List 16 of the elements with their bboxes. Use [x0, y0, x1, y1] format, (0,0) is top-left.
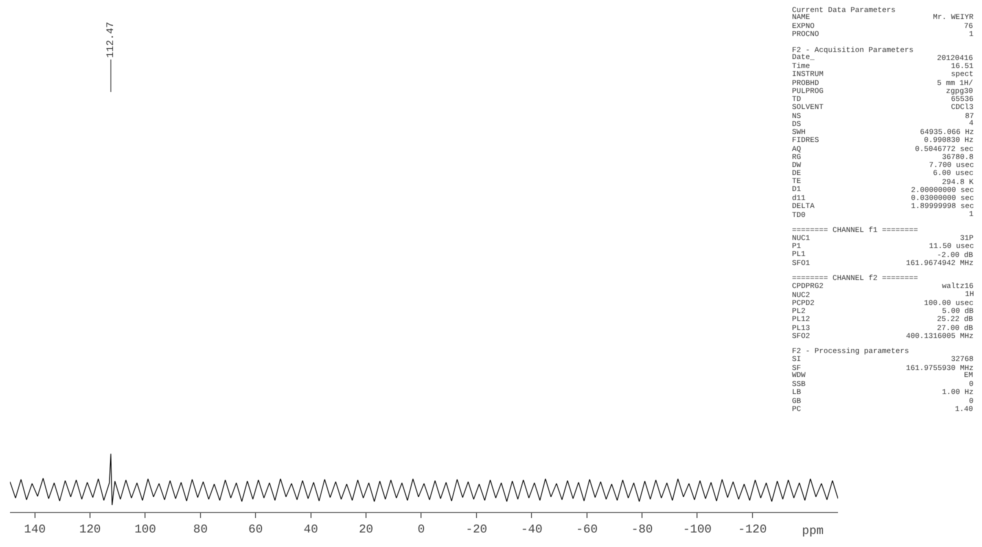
x-axis-title: ppm — [802, 524, 824, 538]
x-tick-label: -60 — [576, 522, 598, 536]
x-tick-label: 20 — [358, 522, 374, 536]
x-tick-label: 140 — [24, 522, 46, 536]
x-tick-label: 60 — [248, 522, 263, 536]
x-tick-label: -20 — [466, 522, 488, 536]
x-tick-label: -100 — [682, 522, 712, 536]
x-tick-label: 120 — [79, 522, 101, 536]
x-tick-label: 40 — [304, 522, 318, 536]
x-tick-label: -80 — [631, 522, 653, 536]
x-tick-label: 80 — [193, 522, 208, 536]
x-tick-label: 0 — [418, 522, 425, 536]
x-tick-label: -40 — [520, 522, 542, 536]
x-tick-label: -120 — [738, 522, 767, 536]
x-tick-label: 100 — [134, 522, 156, 536]
annotation: 112.47 — [106, 22, 117, 58]
